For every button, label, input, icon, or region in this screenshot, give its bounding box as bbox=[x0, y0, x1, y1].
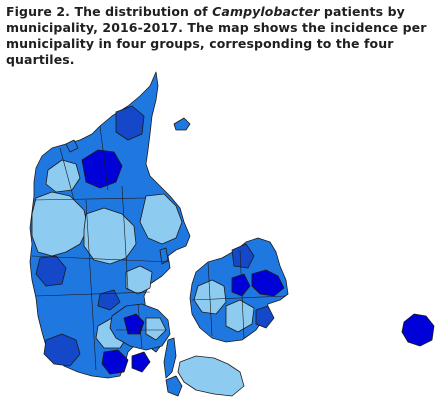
caption-line-3: municipality in four groups, correspondi… bbox=[6, 36, 394, 67]
zealand-south-light bbox=[225, 299, 255, 333]
north-jutland-dark bbox=[81, 149, 123, 189]
samso-island bbox=[159, 247, 169, 265]
north-west-light bbox=[45, 159, 81, 193]
south-west-dark bbox=[43, 333, 81, 367]
mid-light bbox=[125, 265, 153, 295]
funen-east-light bbox=[145, 317, 167, 341]
caption-line-1: Figure 2. The distribution of Campylobac… bbox=[6, 4, 405, 19]
lolland-falster bbox=[177, 355, 245, 397]
small-island-south bbox=[165, 375, 183, 397]
east-jutland-light bbox=[139, 193, 183, 245]
zealand-south-east-medium bbox=[255, 305, 275, 329]
southern-coast-dark bbox=[101, 349, 129, 375]
bornholm-island bbox=[401, 313, 435, 347]
copenhagen-dark bbox=[251, 269, 285, 297]
mid-zealand-dark bbox=[231, 273, 251, 297]
west-jutland-light bbox=[31, 191, 89, 257]
north-coast-islet bbox=[65, 139, 79, 153]
caption-line-2: municipality, 2016-2017. The map shows t… bbox=[6, 20, 427, 35]
anholt-island bbox=[173, 117, 191, 131]
north-zealand-medium bbox=[231, 243, 255, 269]
triangle-area-dark bbox=[97, 289, 121, 311]
figure-caption: Figure 2. The distribution of Campylobac… bbox=[6, 4, 434, 68]
municipal-borders bbox=[31, 125, 287, 371]
west-medium bbox=[35, 255, 67, 287]
als-island bbox=[131, 351, 151, 373]
langeland bbox=[163, 337, 177, 379]
funen-center-dark bbox=[123, 313, 145, 335]
organism-name: Campylobacter bbox=[212, 4, 320, 19]
north-jutland-medium bbox=[115, 105, 145, 141]
